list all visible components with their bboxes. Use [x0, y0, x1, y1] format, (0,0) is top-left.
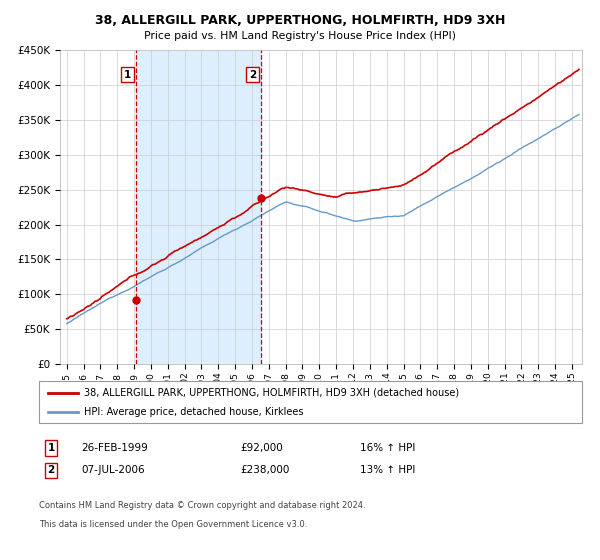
Text: 13% ↑ HPI: 13% ↑ HPI — [360, 465, 415, 475]
Text: 38, ALLERGILL PARK, UPPERTHONG, HOLMFIRTH, HD9 3XH: 38, ALLERGILL PARK, UPPERTHONG, HOLMFIRT… — [95, 14, 505, 27]
Text: 26-FEB-1999: 26-FEB-1999 — [81, 443, 148, 453]
Bar — [136, 50, 261, 364]
Text: HPI: Average price, detached house, Kirklees: HPI: Average price, detached house, Kirk… — [84, 407, 304, 417]
Text: Price paid vs. HM Land Registry's House Price Index (HPI): Price paid vs. HM Land Registry's House … — [144, 31, 456, 41]
Text: 38, ALLERGILL PARK, UPPERTHONG, HOLMFIRTH, HD9 3XH (detached house): 38, ALLERGILL PARK, UPPERTHONG, HOLMFIRT… — [84, 388, 459, 398]
Text: 1: 1 — [124, 70, 131, 80]
Text: This data is licensed under the Open Government Licence v3.0.: This data is licensed under the Open Gov… — [39, 520, 307, 529]
Text: 1: 1 — [47, 443, 55, 453]
Text: Contains HM Land Registry data © Crown copyright and database right 2024.: Contains HM Land Registry data © Crown c… — [39, 501, 365, 510]
Text: 07-JUL-2006: 07-JUL-2006 — [81, 465, 145, 475]
Text: 16% ↑ HPI: 16% ↑ HPI — [360, 443, 415, 453]
Text: 2: 2 — [249, 70, 256, 80]
Text: 2: 2 — [47, 465, 55, 475]
Text: £238,000: £238,000 — [240, 465, 289, 475]
Text: £92,000: £92,000 — [240, 443, 283, 453]
